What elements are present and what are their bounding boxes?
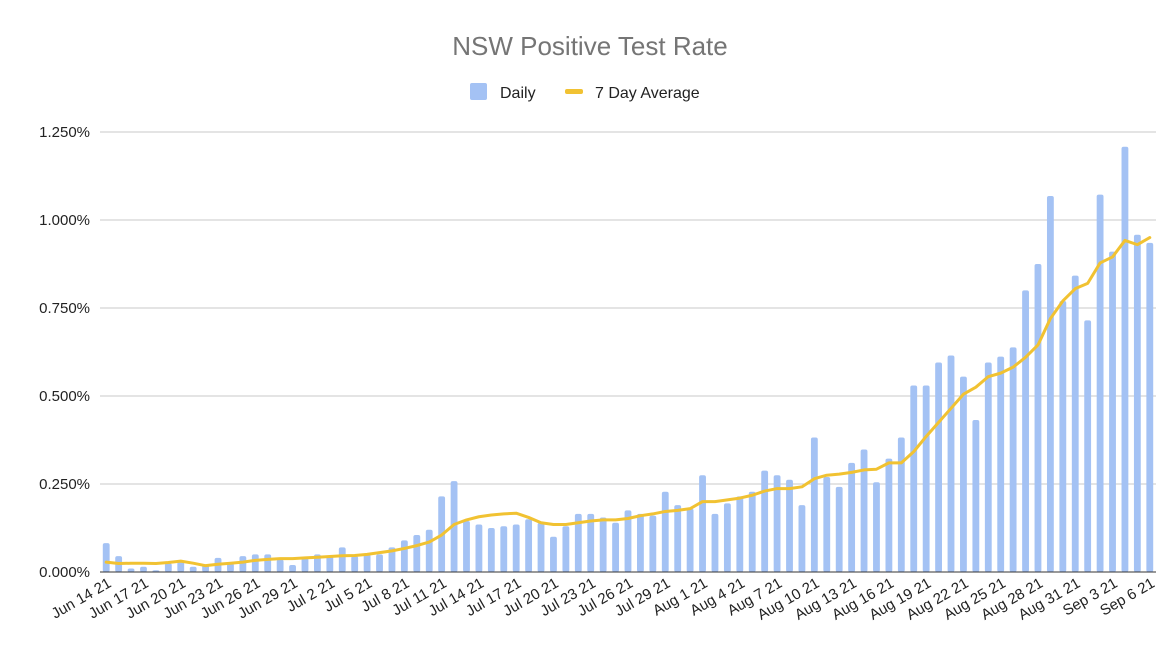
- daily-bar: [425, 529, 433, 572]
- daily-bar: [127, 568, 135, 572]
- daily-bar: [1146, 242, 1154, 572]
- daily-bar: [177, 561, 185, 572]
- daily-bar: [338, 547, 346, 572]
- daily-bar: [897, 437, 905, 572]
- daily-bar: [599, 517, 607, 572]
- legend-label-daily: Daily: [500, 85, 536, 102]
- daily-bar: [699, 475, 706, 572]
- daily-bar: [587, 513, 595, 572]
- daily-bar: [376, 554, 383, 572]
- legend: Daily 7 Day Average: [470, 83, 700, 102]
- daily-bar: [450, 481, 458, 572]
- daily-bar: [1109, 251, 1116, 572]
- daily-bar: [1046, 196, 1054, 572]
- daily-bar: [1071, 275, 1079, 572]
- daily-bar: [1034, 264, 1042, 572]
- daily-bar: [686, 508, 694, 572]
- daily-bars: [100, 146, 1156, 573]
- daily-bar: [997, 356, 1005, 572]
- daily-bar: [786, 479, 793, 572]
- daily-bar: [860, 449, 868, 572]
- daily-bar: [736, 496, 744, 572]
- daily-bar: [947, 355, 955, 572]
- daily-bar: [972, 419, 980, 572]
- daily-bar: [748, 491, 756, 572]
- daily-bar: [761, 470, 769, 572]
- daily-bar: [835, 486, 843, 572]
- daily-bar: [674, 505, 682, 572]
- daily-bar: [264, 554, 272, 572]
- daily-bar: [537, 522, 545, 572]
- daily-bar: [475, 524, 483, 572]
- daily-bar: [810, 437, 818, 572]
- daily-bar: [525, 519, 533, 572]
- daily-bar: [413, 535, 421, 572]
- legend-swatch-daily: [470, 83, 487, 100]
- daily-bar: [1084, 320, 1092, 572]
- daily-bar: [711, 513, 719, 572]
- daily-bar: [773, 475, 781, 572]
- daily-bar: [400, 540, 408, 572]
- average-line-layer: [104, 236, 1152, 568]
- y-tick-label: 1.250%: [39, 124, 90, 141]
- daily-bar: [363, 554, 371, 572]
- daily-bar: [649, 515, 657, 572]
- y-tick-label: 0.000%: [39, 564, 90, 581]
- daily-bar: [723, 503, 731, 572]
- daily-bar: [388, 547, 396, 572]
- daily-bar: [562, 526, 570, 572]
- daily-bar: [823, 476, 831, 572]
- daily-bar: [984, 362, 992, 572]
- daily-bar: [935, 362, 942, 572]
- daily-bar: [612, 522, 619, 572]
- daily-bar: [922, 385, 930, 572]
- daily-bar: [1121, 146, 1129, 572]
- daily-bar: [512, 524, 520, 572]
- daily-bar: [910, 385, 918, 572]
- daily-bar: [661, 491, 669, 572]
- daily-bar: [798, 505, 806, 572]
- daily-bar: [164, 563, 172, 572]
- daily-bar: [848, 462, 856, 572]
- daily-bar: [102, 543, 110, 572]
- daily-bar: [960, 376, 967, 572]
- daily-bar: [487, 528, 495, 572]
- daily-bar: [1009, 347, 1017, 572]
- y-tick-label: 0.500%: [39, 388, 90, 405]
- daily-bar: [227, 563, 234, 572]
- daily-bar: [239, 556, 247, 572]
- daily-bar: [1059, 300, 1067, 572]
- daily-bar: [624, 510, 632, 572]
- daily-bar: [140, 566, 147, 572]
- daily-bar: [885, 458, 893, 572]
- y-tick-label: 0.750%: [39, 300, 90, 317]
- daily-bar: [351, 556, 359, 572]
- daily-bar: [1096, 194, 1104, 572]
- daily-bar: [463, 520, 470, 572]
- daily-bar: [189, 566, 197, 572]
- daily-bar: [500, 526, 508, 572]
- daily-bar: [574, 513, 582, 572]
- daily-bar: [276, 559, 284, 572]
- y-axis: 0.000% 0.250% 0.500% 0.750% 1.000% 1.250%: [39, 124, 90, 581]
- daily-bar: [289, 564, 296, 572]
- y-tick-label: 1.000%: [39, 212, 90, 229]
- daily-bar: [326, 556, 334, 572]
- daily-bar: [1022, 290, 1029, 572]
- daily-bar: [873, 482, 880, 572]
- daily-bar: [637, 513, 644, 572]
- daily-bar: [301, 557, 309, 572]
- chart-title: NSW Positive Test Rate: [452, 31, 728, 61]
- seven-day-average-line: [104, 236, 1152, 568]
- daily-bar: [550, 536, 557, 572]
- daily-bar: [1133, 234, 1141, 572]
- y-tick-label: 0.250%: [39, 476, 90, 493]
- legend-label-7-day-average: 7 Day Average: [595, 85, 700, 102]
- legend-swatch-7-day-average: [565, 89, 583, 94]
- daily-bar: [251, 554, 259, 572]
